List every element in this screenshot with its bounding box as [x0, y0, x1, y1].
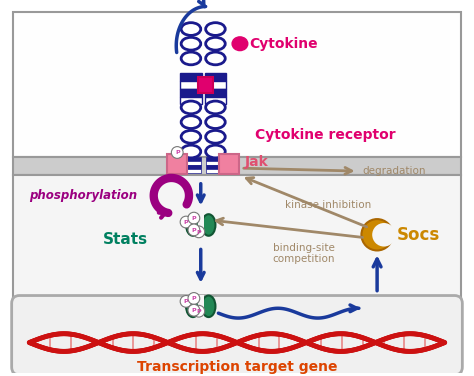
Ellipse shape — [206, 130, 225, 143]
Bar — [206, 165, 225, 169]
Circle shape — [372, 223, 396, 247]
Text: Cytokine: Cytokine — [250, 37, 319, 51]
Text: degradation: degradation — [363, 166, 426, 176]
Bar — [181, 161, 201, 165]
Text: binding-site
competition: binding-site competition — [273, 243, 335, 264]
FancyBboxPatch shape — [12, 296, 462, 375]
Bar — [13, 175, 461, 302]
Text: P: P — [197, 309, 201, 314]
Text: P: P — [184, 220, 188, 225]
Bar — [180, 81, 202, 89]
Circle shape — [188, 224, 200, 236]
Bar — [180, 89, 202, 97]
Bar — [206, 161, 225, 165]
Bar — [181, 158, 201, 161]
Bar — [206, 169, 225, 173]
Ellipse shape — [202, 214, 216, 236]
Ellipse shape — [206, 37, 225, 50]
Bar — [205, 81, 226, 89]
Ellipse shape — [181, 101, 201, 114]
Bar — [198, 213, 204, 237]
Bar — [181, 165, 201, 169]
Ellipse shape — [181, 37, 201, 50]
Text: P: P — [191, 296, 196, 302]
Ellipse shape — [186, 214, 200, 236]
Bar — [13, 12, 461, 158]
Ellipse shape — [202, 296, 216, 317]
Text: P: P — [184, 299, 188, 305]
Text: Socs: Socs — [397, 226, 440, 244]
Ellipse shape — [181, 52, 201, 65]
Bar — [206, 158, 225, 161]
Bar — [198, 77, 213, 93]
Circle shape — [172, 147, 183, 158]
Text: Cytokine receptor: Cytokine receptor — [255, 128, 395, 142]
Bar — [205, 97, 226, 105]
Ellipse shape — [232, 37, 248, 51]
Circle shape — [193, 226, 205, 238]
Ellipse shape — [206, 52, 225, 65]
Text: Transcription target gene: Transcription target gene — [137, 360, 337, 374]
Circle shape — [180, 296, 192, 307]
Ellipse shape — [181, 23, 201, 35]
Bar — [180, 97, 202, 105]
Ellipse shape — [206, 116, 225, 129]
Bar — [219, 155, 239, 174]
Circle shape — [193, 305, 205, 317]
Text: P: P — [197, 230, 201, 235]
Bar — [205, 73, 226, 81]
Circle shape — [180, 216, 192, 228]
Bar — [180, 73, 202, 81]
Ellipse shape — [206, 101, 225, 114]
Ellipse shape — [186, 296, 200, 317]
Circle shape — [188, 293, 200, 304]
Ellipse shape — [181, 116, 201, 129]
Text: kinase inhibition: kinase inhibition — [285, 200, 371, 211]
Circle shape — [188, 212, 200, 224]
Bar — [205, 89, 226, 97]
Bar — [167, 155, 187, 174]
Text: P: P — [191, 216, 196, 221]
Ellipse shape — [181, 145, 201, 158]
Text: P: P — [191, 228, 196, 233]
Bar — [13, 158, 461, 175]
Text: P: P — [175, 150, 180, 155]
Circle shape — [362, 219, 393, 250]
Text: P: P — [191, 308, 196, 313]
Text: phosphorylation: phosphorylation — [29, 189, 137, 202]
Bar — [181, 169, 201, 173]
Text: Stats: Stats — [103, 232, 148, 247]
Ellipse shape — [206, 145, 225, 158]
Ellipse shape — [181, 130, 201, 143]
Circle shape — [188, 304, 200, 316]
Ellipse shape — [206, 23, 225, 35]
Bar — [198, 294, 204, 318]
Text: Jak: Jak — [245, 155, 269, 169]
